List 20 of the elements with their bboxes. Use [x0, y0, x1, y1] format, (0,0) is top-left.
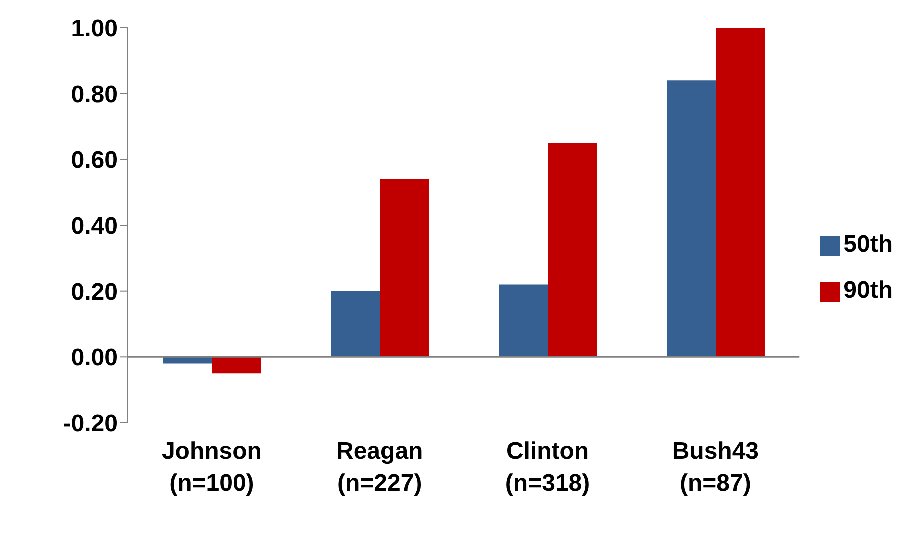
bar	[212, 357, 262, 374]
bar	[380, 179, 430, 358]
x-tick-label: Bush43 (n=87)	[672, 438, 760, 497]
y-tick-label: 0.00	[71, 344, 118, 372]
bar	[666, 80, 716, 358]
y-tick-label: 1.00	[71, 16, 118, 43]
x-tick-label: Clinton (n=318)	[505, 438, 590, 497]
y-tick-label: -0.20	[63, 410, 118, 438]
bar	[499, 284, 548, 358]
y-tick-label: 0.60	[71, 147, 118, 174]
y-tick-label: 0.20	[71, 278, 118, 306]
y-tick-label: 0.40	[71, 213, 118, 240]
x-tick-label: Johnson (n=100)	[162, 438, 262, 497]
bar	[331, 291, 380, 358]
legend-label: 90th	[844, 277, 893, 304]
legend-label: 50th	[844, 231, 893, 258]
y-tick-label: 0.80	[71, 81, 118, 108]
bar	[548, 143, 598, 358]
x-tick-label: Reagan (n=227)	[336, 438, 424, 497]
bar	[716, 28, 765, 358]
